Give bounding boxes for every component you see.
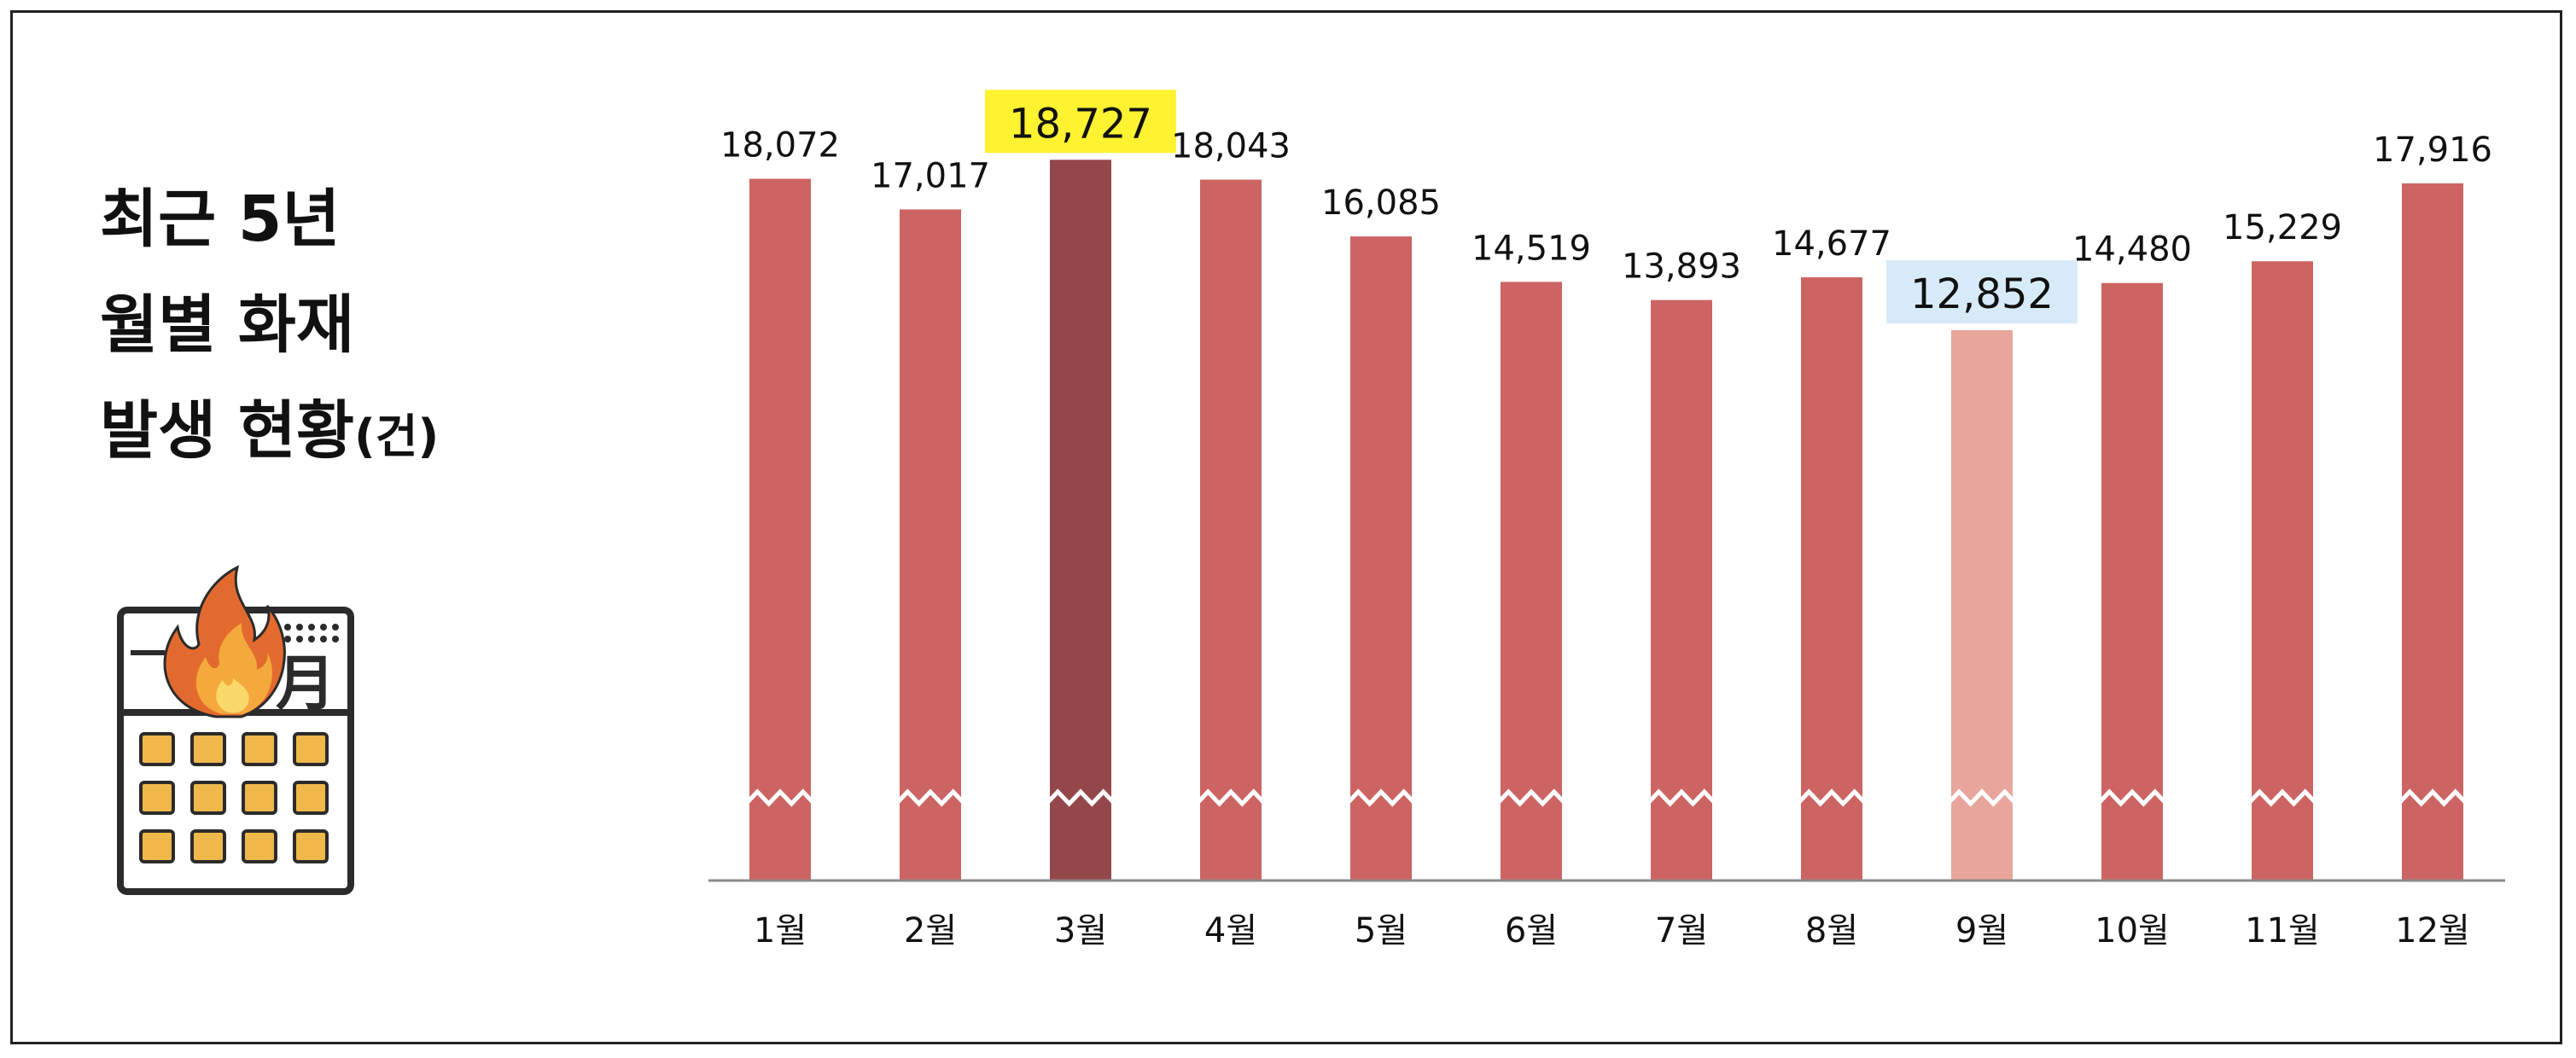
value-label-2: 17,017	[871, 156, 990, 195]
category-label-3: 3월	[1054, 911, 1107, 950]
value-label-12: 17,916	[2373, 131, 2492, 170]
bar-9	[1951, 330, 2013, 881]
calendar-fire-icon: 月	[117, 565, 354, 895]
title-line-2: 월별 화재	[100, 288, 355, 362]
category-label-6: 6월	[1505, 911, 1558, 950]
value-label-10: 14,480	[2072, 230, 2192, 270]
axis-break-1	[744, 788, 816, 807]
bar-10	[2101, 282, 2163, 881]
axis-break-11	[2247, 788, 2318, 807]
axis-break-2	[895, 788, 966, 807]
bar-6	[1501, 282, 1562, 881]
category-label-12: 12월	[2395, 911, 2470, 950]
category-label-5: 5월	[1355, 911, 1407, 950]
value-label-1: 18,072	[720, 126, 840, 166]
category-label-1: 1월	[754, 911, 807, 950]
bar-8	[1801, 276, 1862, 881]
category-label-11: 11월	[2245, 911, 2320, 950]
bar-7	[1651, 299, 1712, 881]
category-label-4: 4월	[1204, 911, 1257, 950]
min-label-highlight	[1886, 260, 2078, 324]
category-label-8: 8월	[1805, 911, 1858, 950]
value-label-4: 18,043	[1171, 127, 1291, 166]
category-label-10: 10월	[2095, 911, 2170, 950]
axis-break-6	[1495, 788, 1567, 807]
value-label-6: 14,519	[1472, 229, 1591, 268]
value-label-11: 15,229	[2223, 208, 2342, 247]
value-label-8: 14,677	[1772, 224, 1891, 264]
max-label-highlight	[985, 90, 1176, 154]
bar-3	[1050, 160, 1111, 881]
axis-break-8	[1796, 788, 1868, 807]
bar-5	[1350, 236, 1412, 881]
title-line-3: 발생 현황(건)	[100, 378, 439, 490]
value-label-7: 13,893	[1622, 247, 1741, 287]
value-label-3: 18,727	[1009, 100, 1152, 148]
bar-11	[2252, 261, 2313, 881]
title-unit: (건)	[354, 410, 440, 463]
axis-break-9	[1946, 788, 2018, 807]
axis-break-4	[1195, 788, 1267, 807]
axis-break-10	[2096, 788, 2168, 807]
calendar-month-glyph: 月	[276, 648, 335, 718]
axis-break-12	[2397, 788, 2468, 807]
title-line-3-text: 발생 현황	[100, 394, 355, 468]
category-label-7: 7월	[1655, 911, 1708, 950]
title-line-1: 최근 5년	[100, 183, 341, 256]
chart-title: 최근 5년 월별 화재 발생 현황(건)	[100, 166, 439, 490]
value-label-9: 12,852	[1910, 270, 2054, 318]
axis-break-3	[1045, 788, 1116, 807]
bar-12	[2402, 183, 2463, 881]
bar-2	[900, 209, 961, 881]
bar-4	[1200, 179, 1262, 881]
axis-break-5	[1345, 788, 1417, 807]
bar-1	[749, 178, 811, 881]
category-label-9: 9월	[1955, 911, 2008, 950]
category-label-2: 2월	[904, 911, 957, 950]
axis-break-7	[1646, 788, 1717, 807]
value-label-5: 16,085	[1321, 183, 1441, 223]
